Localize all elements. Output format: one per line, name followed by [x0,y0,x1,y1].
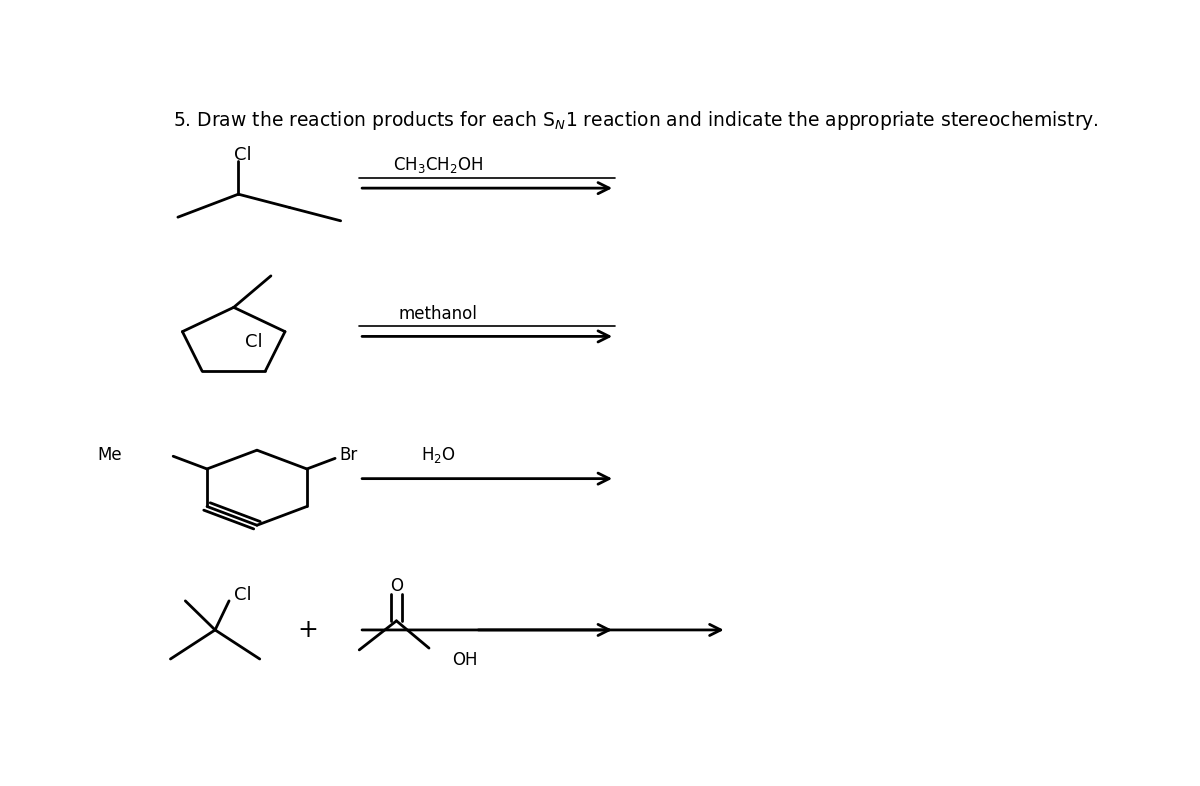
Text: Cl: Cl [234,586,251,604]
Text: O: O [390,577,403,595]
Text: CH$_3$CH$_2$OH: CH$_3$CH$_2$OH [394,155,484,174]
Text: methanol: methanol [398,305,478,323]
Text: OH: OH [452,651,478,669]
Text: 5. Draw the reaction products for each S$_N$1 reaction and indicate the appropri: 5. Draw the reaction products for each S… [173,109,1099,133]
Text: Me: Me [97,446,122,464]
Text: Cl: Cl [234,146,251,163]
Text: Cl: Cl [245,333,263,351]
Text: Br: Br [340,446,358,465]
Text: +: + [298,618,318,642]
Text: H$_2$O: H$_2$O [421,446,456,465]
